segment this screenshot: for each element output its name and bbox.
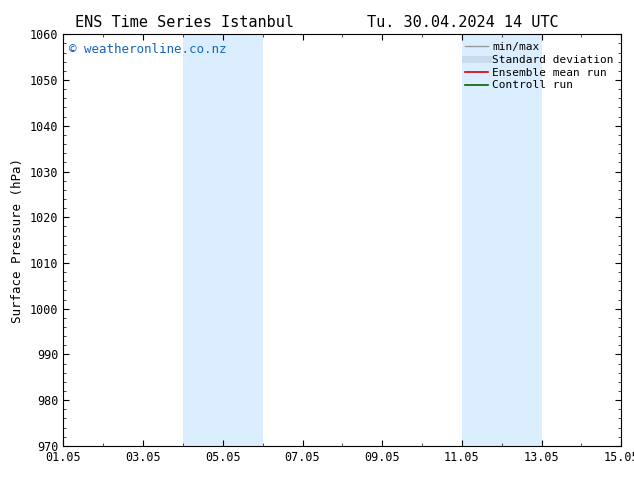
Bar (183, 34, 262, 446)
Legend: min/max, Standard deviation, Ensemble mean run, Controll run: min/max, Standard deviation, Ensemble me… (461, 38, 618, 95)
Bar (462, 34, 541, 446)
Y-axis label: Surface Pressure (hPa): Surface Pressure (hPa) (11, 158, 25, 322)
Text: © weatheronline.co.nz: © weatheronline.co.nz (69, 43, 226, 55)
Text: ENS Time Series Istanbul        Tu. 30.04.2024 14 UTC: ENS Time Series Istanbul Tu. 30.04.2024 … (75, 15, 559, 30)
